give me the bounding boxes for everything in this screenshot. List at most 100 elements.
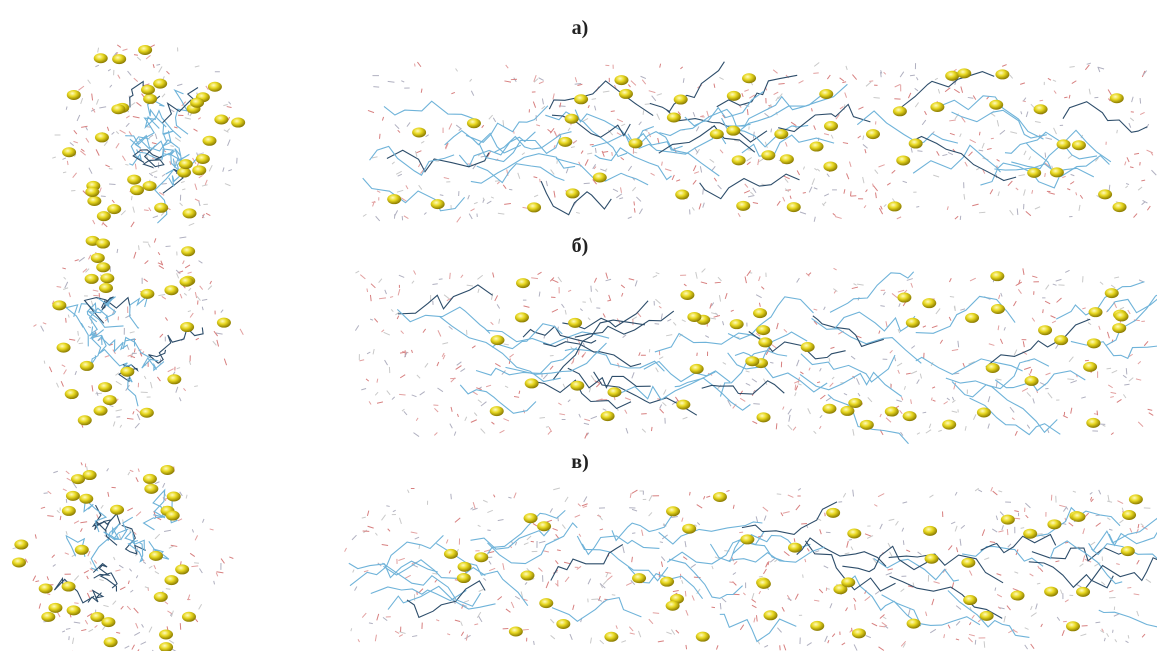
ion [111,104,125,114]
water-molecule [1007,529,1008,535]
ion [103,395,117,405]
ion [607,387,621,397]
water-molecule [139,245,140,250]
ion [154,592,168,602]
ion [801,342,815,352]
ion [676,400,690,410]
ion [680,290,694,300]
water-molecule [131,196,132,200]
ion [885,407,899,417]
ion [957,68,971,78]
water-molecule [874,97,880,98]
ion [761,150,775,160]
water-molecule [380,134,381,139]
ion [632,573,646,583]
ion [527,202,541,212]
ion [787,202,801,212]
ion [192,165,206,175]
water-molecule [611,111,615,112]
ion [570,381,584,391]
water-molecule [78,331,79,336]
ion [1057,139,1071,149]
ion [196,154,210,164]
ion [822,404,836,414]
ion [614,75,628,85]
ion [690,364,704,374]
ion [742,73,756,83]
ion [97,211,111,221]
ion [520,571,534,581]
water-molecule [813,73,818,74]
ion [687,312,701,322]
water-molecule [109,168,113,169]
water-molecule [711,607,714,608]
ion [1038,325,1052,335]
panel-label: б) [572,235,589,257]
water-molecule [703,188,704,194]
water-molecule [93,295,99,296]
water-molecule [367,289,368,293]
ion [736,201,750,211]
ion [71,474,85,484]
ion [942,420,956,430]
water-molecule [794,538,795,542]
ion [62,147,76,157]
ion [179,159,193,169]
water-molecule [984,641,985,647]
ion [110,505,124,515]
ion [989,100,1003,110]
ion [85,274,99,284]
water-molecule [651,427,652,431]
ion [141,85,155,95]
ion [745,356,759,366]
ion [154,203,168,213]
ion [593,173,607,183]
water-molecule [734,140,739,141]
water-molecule [1113,630,1114,633]
ion [1027,168,1041,178]
ion [144,484,158,494]
water-molecule [777,494,781,495]
ion [96,262,110,272]
ion [710,129,724,139]
ion [757,579,771,589]
water-molecule [780,645,781,650]
ion [1071,512,1085,522]
ion [516,278,530,288]
ion [180,322,194,332]
ion [431,199,445,209]
ion [826,508,840,518]
ion [860,420,874,430]
water-molecule [1097,411,1098,416]
ion [977,407,991,417]
water-molecule [194,386,198,387]
water-molecule [539,418,544,419]
ion [101,617,115,627]
ion [961,558,975,568]
ion [39,583,53,593]
ion [153,79,167,89]
ion [922,298,936,308]
ion [67,90,81,100]
ion [181,246,195,256]
ion [159,630,173,640]
ion [675,190,689,200]
ion [96,239,110,249]
ion [1089,307,1103,317]
ion [166,511,180,521]
water-molecule [1045,173,1046,177]
ion [740,534,754,544]
ion [990,271,1004,281]
ion [164,285,178,295]
ion [94,53,108,63]
ion [537,521,551,531]
water-molecule [720,603,721,609]
ion [12,557,26,567]
ion [1083,362,1097,372]
water-molecule [1064,97,1067,98]
ion [726,126,740,136]
ion [167,374,181,384]
water-molecule [1021,528,1025,529]
ion [660,577,674,587]
ion [87,196,101,206]
